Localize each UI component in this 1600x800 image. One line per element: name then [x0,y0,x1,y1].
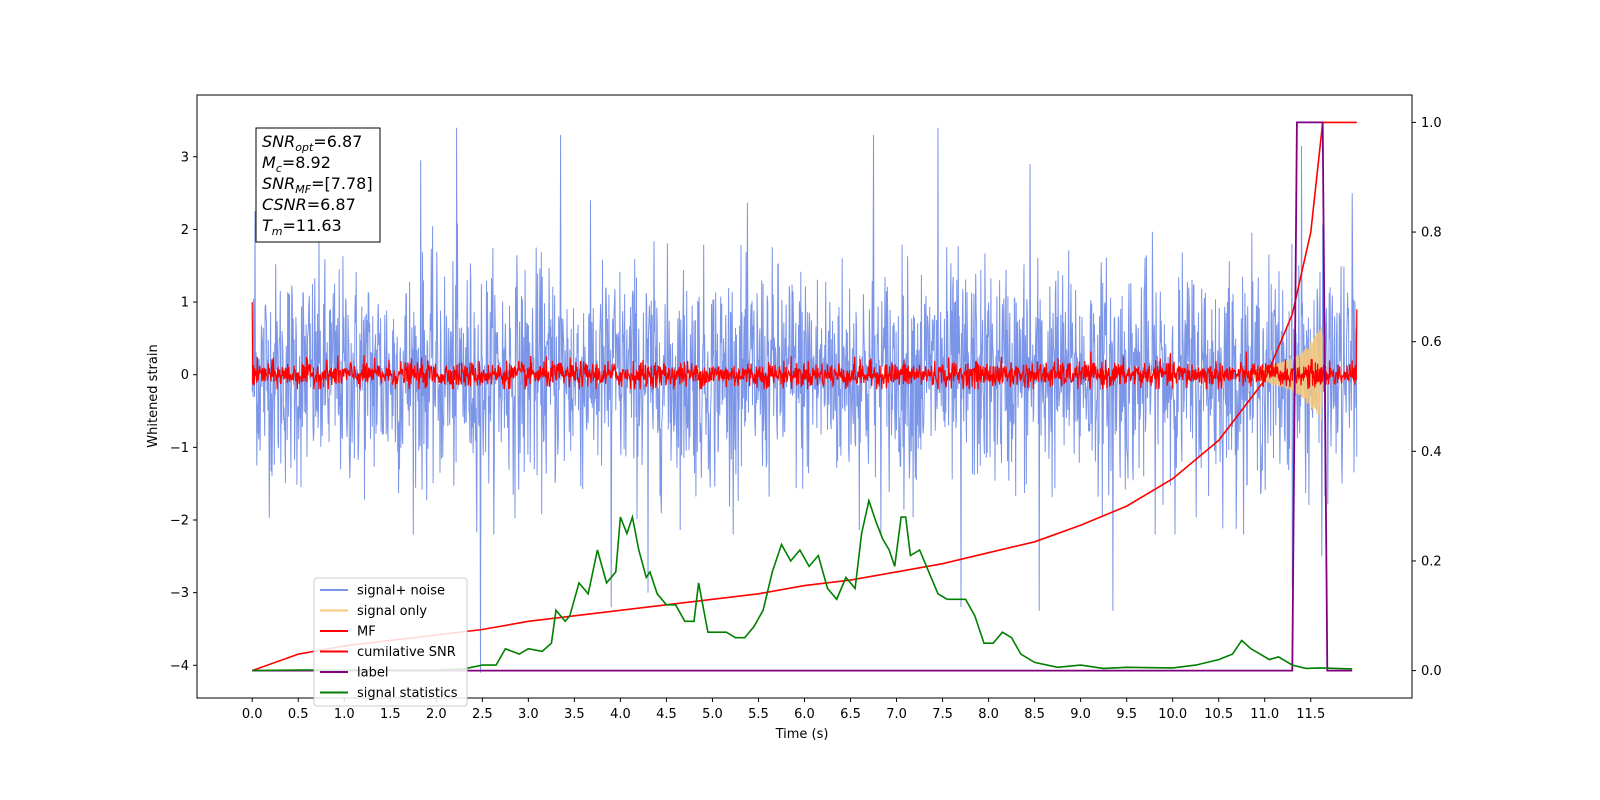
x-tick-label: 1.0 [334,707,355,722]
legend-label: signal statistics [357,686,458,701]
info-value: =6.87 [313,132,362,151]
x-tick-label: 8.0 [978,707,999,722]
legend-label: label [357,666,388,681]
info-line: CSNR=6.87 [262,195,356,214]
x-tick-label: 3.5 [564,707,585,722]
series-line-4 [252,121,1353,672]
x-tick-label: 7.0 [886,707,907,722]
legend-label: signal+ noise [357,584,445,599]
info-symbol: SNR [262,132,295,151]
info-line: SNRMF=[7.78] [262,174,373,196]
y-right-tick-label: 0.8 [1421,226,1442,241]
y-axis-left: −4 −3 −2 −1 0 1 2 3 [170,150,197,674]
y-right-tick-label: 1.0 [1421,116,1442,131]
series-line-2 [251,302,1358,391]
info-value: =8.92 [282,153,331,172]
info-symbol: SNR [262,174,295,193]
x-tick-label: 11.0 [1250,707,1279,722]
y-right-tick-label: 0.2 [1421,554,1442,569]
y-left-tick-label: 0 [181,368,189,383]
x-tick-label: 6.0 [794,707,815,722]
y-left-tick-label: 1 [181,296,189,311]
y-left-tick-label: 3 [181,150,189,165]
info-line: Tm=11.63 [262,216,342,238]
info-subscript: MF [295,183,311,196]
x-tick-label: 11.5 [1296,707,1325,722]
y-left-tick-label: −2 [170,514,189,529]
legend-label: signal only [357,604,427,619]
x-tick-label: 2.5 [472,707,493,722]
x-axis: 0.0 0.5 1.0 1.5 2.0 2.5 3.0 3.5 4.0 4.5 5.0 5.5 6.0 6… [242,698,1325,722]
y-left-tick-label: −3 [170,586,189,601]
legend-label: MF [357,625,376,640]
y-left-tick-label: −1 [170,441,189,456]
x-tick-label: 9.0 [1070,707,1091,722]
x-tick-label: 4.0 [610,707,631,722]
x-tick-label: 6.5 [840,707,861,722]
x-tick-label: 5.0 [702,707,723,722]
y-axis-label: Whitened strain [146,344,161,447]
legend-label: cumilative SNR [357,645,456,660]
info-subscript: c [276,162,282,175]
info-symbol: T [262,216,273,235]
x-tick-label: 0.5 [288,707,309,722]
legend-frame [313,577,468,707]
x-tick-label: 3.0 [518,707,539,722]
y-right-tick-label: 0.6 [1421,335,1442,350]
info-subscript: opt [295,141,314,154]
info-line: Mc=8.92 [262,153,331,175]
info-value: =[7.78] [311,174,373,193]
info-line: SNRopt=6.87 [262,132,362,154]
info-box: SNRopt=6.87Mc=8.92SNRMF=[7.78]CSNR=6.87T… [255,127,381,243]
info-symbol: M [262,153,276,172]
series-line-0 [251,127,1358,673]
info-subscript: m [272,225,283,238]
x-tick-label: 8.5 [1024,707,1045,722]
info-symbol: CSNR [262,195,307,214]
y-left-tick-label: −4 [170,659,189,674]
info-box-frame [255,127,381,243]
info-value: =6.87 [307,195,356,214]
x-tick-label: 1.5 [380,707,401,722]
x-tick-label: 0.0 [242,707,263,722]
x-tick-label: 10.5 [1204,707,1233,722]
x-tick-label: 4.5 [656,707,677,722]
info-value: =11.63 [283,216,342,235]
x-tick-label: 10.0 [1158,707,1187,722]
x-tick-label: 9.5 [1116,707,1137,722]
y-axis-right: 0.0 0.2 0.4 0.6 0.8 1.0 [1412,116,1442,679]
legend: signal+ noise signal only MF cumilative SNR… [313,577,468,707]
y-right-tick-label: 0.4 [1421,445,1442,460]
x-axis-label: Time (s) [775,727,829,742]
x-tick-label: 7.5 [932,707,953,722]
y-right-tick-label: 0.0 [1421,664,1442,679]
x-tick-label: 2.0 [426,707,447,722]
series-line-5 [252,497,1353,672]
x-tick-label: 5.5 [748,707,769,722]
y-left-tick-label: 2 [181,223,189,238]
